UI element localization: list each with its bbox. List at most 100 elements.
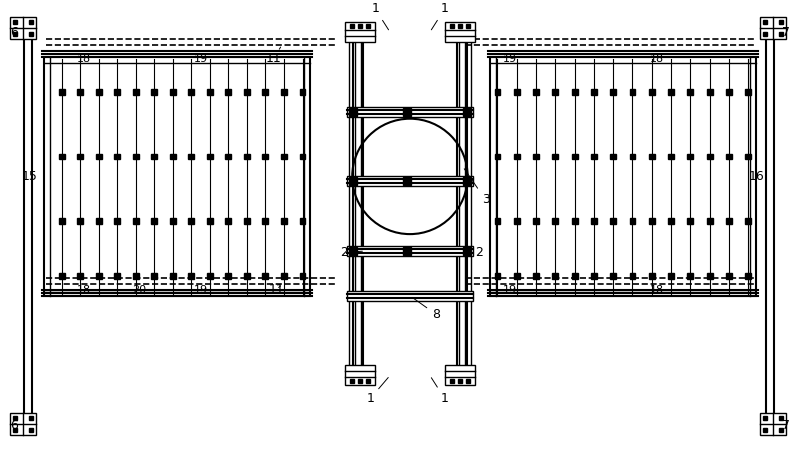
Bar bbox=[668, 218, 674, 224]
Bar bbox=[572, 89, 578, 95]
Bar bbox=[706, 273, 713, 279]
Bar bbox=[207, 273, 213, 279]
Text: 8: 8 bbox=[412, 297, 440, 321]
Bar bbox=[58, 153, 65, 159]
Bar bbox=[490, 57, 756, 296]
Bar bbox=[450, 379, 454, 383]
Bar bbox=[170, 218, 176, 224]
Bar bbox=[514, 218, 520, 224]
Bar bbox=[226, 218, 231, 224]
Bar bbox=[466, 379, 470, 383]
Bar bbox=[58, 218, 65, 224]
Text: 11: 11 bbox=[266, 47, 282, 65]
Bar bbox=[170, 89, 176, 95]
Text: 19: 19 bbox=[502, 285, 517, 295]
Bar bbox=[649, 89, 654, 95]
Text: 19: 19 bbox=[194, 54, 208, 64]
Bar bbox=[151, 218, 158, 224]
Bar bbox=[649, 153, 654, 159]
Bar bbox=[244, 89, 250, 95]
Bar bbox=[533, 273, 539, 279]
Bar bbox=[591, 89, 597, 95]
Text: 18: 18 bbox=[650, 285, 664, 295]
Bar bbox=[591, 153, 597, 159]
Bar bbox=[244, 218, 250, 224]
Bar bbox=[494, 153, 501, 159]
Bar bbox=[207, 153, 213, 159]
Bar bbox=[346, 365, 375, 385]
Bar bbox=[746, 89, 751, 95]
Bar bbox=[281, 218, 287, 224]
Bar bbox=[533, 153, 539, 159]
Text: 2: 2 bbox=[340, 246, 362, 259]
Bar bbox=[533, 218, 539, 224]
Text: 18: 18 bbox=[77, 54, 90, 64]
Bar bbox=[458, 24, 462, 28]
Bar bbox=[610, 218, 616, 224]
Text: 19: 19 bbox=[194, 285, 208, 295]
Bar bbox=[668, 153, 674, 159]
Bar bbox=[706, 89, 713, 95]
Bar bbox=[226, 273, 231, 279]
Bar bbox=[133, 89, 139, 95]
Bar bbox=[726, 89, 732, 95]
Text: 16: 16 bbox=[748, 170, 764, 183]
Bar bbox=[610, 89, 616, 95]
Bar bbox=[533, 89, 539, 95]
Bar bbox=[347, 176, 473, 186]
Text: 2: 2 bbox=[467, 246, 483, 259]
Bar bbox=[687, 218, 694, 224]
Bar bbox=[458, 379, 462, 383]
Bar bbox=[668, 273, 674, 279]
Bar bbox=[299, 153, 306, 159]
Bar bbox=[78, 153, 83, 159]
Bar bbox=[366, 379, 370, 383]
Bar bbox=[281, 273, 287, 279]
Bar bbox=[358, 24, 362, 28]
Bar bbox=[281, 89, 287, 95]
Text: 18: 18 bbox=[650, 54, 664, 64]
Bar bbox=[262, 153, 269, 159]
Bar bbox=[151, 89, 158, 95]
Bar bbox=[630, 89, 635, 95]
Bar bbox=[466, 24, 470, 28]
Bar bbox=[572, 218, 578, 224]
Bar bbox=[151, 153, 158, 159]
Bar bbox=[350, 108, 358, 116]
Bar bbox=[262, 218, 269, 224]
Bar bbox=[96, 273, 102, 279]
Bar bbox=[78, 89, 83, 95]
Bar bbox=[746, 273, 751, 279]
Text: 15: 15 bbox=[22, 170, 38, 183]
Text: 6: 6 bbox=[10, 418, 18, 432]
Bar bbox=[552, 273, 558, 279]
Bar bbox=[630, 273, 635, 279]
Bar bbox=[350, 24, 354, 28]
Bar bbox=[572, 273, 578, 279]
Bar bbox=[133, 218, 139, 224]
Bar bbox=[649, 218, 654, 224]
Bar bbox=[591, 218, 597, 224]
Text: 19: 19 bbox=[502, 54, 517, 64]
Bar bbox=[96, 153, 102, 159]
Bar bbox=[706, 153, 713, 159]
Bar bbox=[188, 273, 194, 279]
Bar bbox=[262, 273, 269, 279]
Bar bbox=[403, 177, 411, 185]
Bar bbox=[226, 153, 231, 159]
Bar bbox=[760, 413, 786, 435]
Bar bbox=[403, 108, 411, 116]
Bar bbox=[514, 89, 520, 95]
Bar bbox=[96, 89, 102, 95]
Bar bbox=[44, 57, 310, 296]
Bar bbox=[403, 247, 411, 255]
Bar bbox=[462, 247, 470, 255]
Bar bbox=[552, 89, 558, 95]
Bar bbox=[445, 22, 474, 42]
Bar bbox=[572, 153, 578, 159]
Bar bbox=[350, 177, 358, 185]
Bar bbox=[610, 153, 616, 159]
Bar bbox=[114, 153, 120, 159]
Bar bbox=[687, 153, 694, 159]
Bar bbox=[10, 413, 36, 435]
